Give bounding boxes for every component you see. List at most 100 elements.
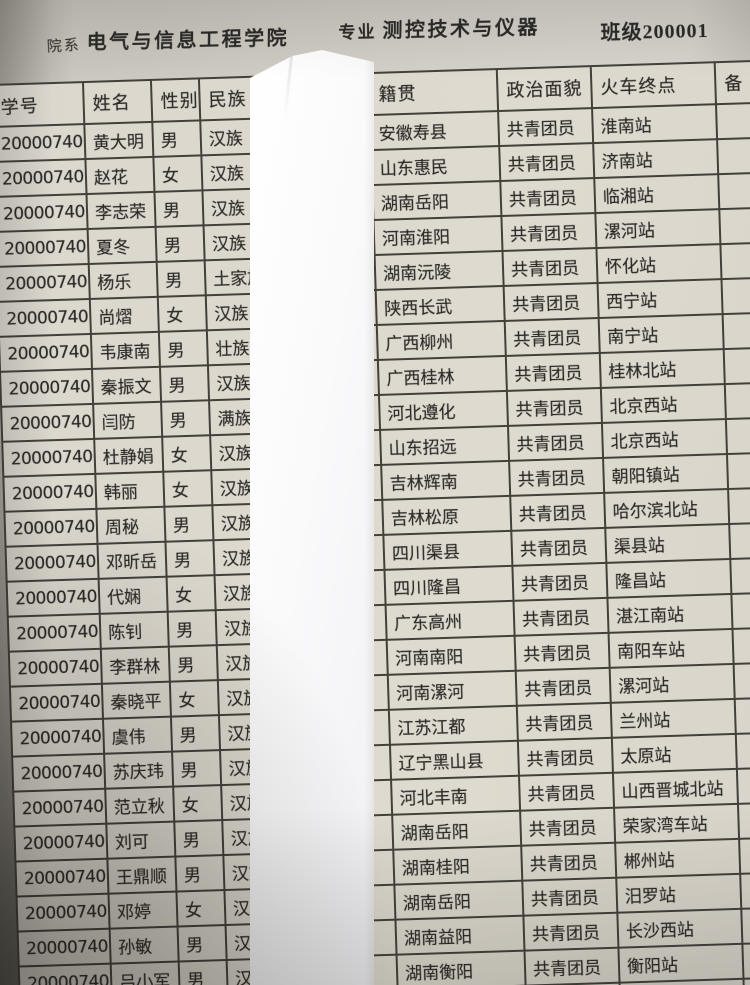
cell-political-status: 共青团员 [524,947,620,985]
cell-gender: 女 [166,575,216,612]
cell-student-id: 20000740117 [9,683,103,722]
cell-name: 苏庆玮 [104,751,174,789]
cell-student-id: 20000740115 [7,613,101,652]
cell-gender: 男 [164,505,214,542]
cell-political-status: 共青团员 [503,283,599,321]
cell-student-id: 20000740125 [18,963,112,985]
cell-train-terminus: 朝阳镇站 [603,454,729,493]
cell-political-status: 共青团员 [504,317,600,356]
cell-origin: 吉林辉南 [381,460,511,500]
cell-train-terminus: 太原站 [611,733,737,773]
cell-origin: 四川渠县 [383,530,513,570]
cell-remark [737,798,750,839]
cell-origin: 安徽寿县 [370,111,500,151]
cell-remark [736,763,750,804]
cell-remark [741,903,750,944]
department-value: 电气与信息工程学院 [86,27,290,55]
cell-political-status: 共青团员 [521,842,617,881]
header-student-id: 学号 [0,80,85,129]
cell-political-status: 共青团员 [499,143,595,182]
department-label: 院系 [46,37,82,56]
cell-origin: 广西桂林 [377,355,507,395]
cell-origin: 湖南沅陵 [374,250,504,290]
cell-origin: 河南漯河 [387,670,517,710]
cell-name: 韩丽 [95,471,165,509]
cell-student-id: 20000740106 [0,298,91,337]
cell-train-terminus: 北京西站 [601,419,727,458]
cell-remark [728,484,750,524]
cell-gender: 女 [162,435,212,472]
cell-origin: 江苏江都 [388,705,518,745]
cell-political-status: 共青团员 [518,772,615,811]
cell-train-terminus: 桂林北站 [599,349,725,388]
cell-political-status: 共青团员 [512,562,608,601]
cell-train-terminus: 渠县站 [605,523,731,563]
white-paper-strip-overlay [250,50,374,985]
cell-remark [725,414,750,455]
cell-political-status: 共青团员 [501,213,597,251]
cell-remark [733,659,750,699]
cell-gender: 男 [168,645,218,682]
cell-train-terminus: 漯河站 [609,663,735,703]
cell-remark [732,624,750,664]
cell-gender: 男 [175,855,225,892]
cell-train-terminus: 兰州站 [610,698,736,738]
cell-origin: 山东惠民 [371,146,501,186]
cell-political-status: 共青团员 [514,632,610,671]
cell-political-status: 共青团员 [500,178,596,217]
cell-name: 李群林 [100,646,170,684]
cell-train-terminus: 临湘站 [594,174,720,214]
cell-name: 陈钊 [99,611,169,649]
cell-remark [734,694,750,734]
cell-remark [730,554,750,594]
header-origin: 籍贯 [368,69,499,116]
cell-name: 杨乐 [88,261,158,299]
cell-gender: 男 [165,540,215,577]
cell-train-terminus: 山西晋城北站 [612,768,738,808]
cell-train-terminus: 西宁站 [597,279,723,318]
cell-political-status: 共青团员 [509,457,605,496]
cell-train-terminus: 漯河站 [595,209,721,249]
cell-remark [735,728,750,769]
cell-name: 韦康南 [90,331,160,369]
cell-remark [740,868,750,909]
cell-gender: 女 [176,890,226,927]
cell-train-terminus: 湛江南站 [607,593,733,633]
cell-origin: 湖南益阳 [395,915,525,955]
cell-student-id: 20000740118 [11,718,105,757]
cell-origin: 湖南岳阳 [394,880,524,920]
cell-name: 孙敏 [109,926,179,964]
class-label-and-number: 班级200001 [600,19,709,45]
cell-name: 赵花 [85,156,155,195]
cell-remark [719,204,750,245]
major-label: 专业 [338,22,377,43]
cell-student-id: 20000740102 [0,159,87,197]
cell-name: 秦晓平 [101,681,171,719]
cell-name: 秦振文 [92,366,162,404]
cell-origin: 湖南衡阳 [396,950,526,985]
cell-name: 吕小军 [110,961,180,985]
cell-train-terminus: 南阳车站 [608,628,734,668]
cell-name: 刘可 [106,821,176,859]
header-gender: 性别 [150,78,201,122]
cell-train-terminus: 荣家湾车站 [614,803,740,843]
cell-political-status: 共青团员 [511,527,607,566]
cell-gender: 男 [178,959,228,985]
cell-gender: 女 [157,295,207,332]
cell-train-terminus: 衡阳站 [618,943,744,983]
cell-student-id: 20000740111 [3,473,97,512]
cell-student-id: 20000740101 [0,124,86,162]
cell-gender: 男 [161,400,211,437]
cell-remark [729,519,750,559]
cell-name: 周秘 [96,506,166,544]
cell-gender: 女 [173,785,223,822]
cell-student-id: 20000740105 [0,263,90,302]
roster-table-wrap: 学号 姓名 性别 民族 籍贯 政治面貌 火车终点 备 20000740101 黄大… [0,56,750,985]
cell-origin: 河北丰南 [391,775,521,815]
header-train-terminus: 火车终点 [590,62,716,109]
cell-political-status: 共青团员 [517,737,613,776]
cell-political-status: 共青团员 [523,912,619,951]
cell-origin: 湖南岳阳 [392,810,522,850]
student-roster-table: 学号 姓名 性别 民族 籍贯 政治面貌 火车终点 备 20000740101 黄大… [0,56,750,985]
